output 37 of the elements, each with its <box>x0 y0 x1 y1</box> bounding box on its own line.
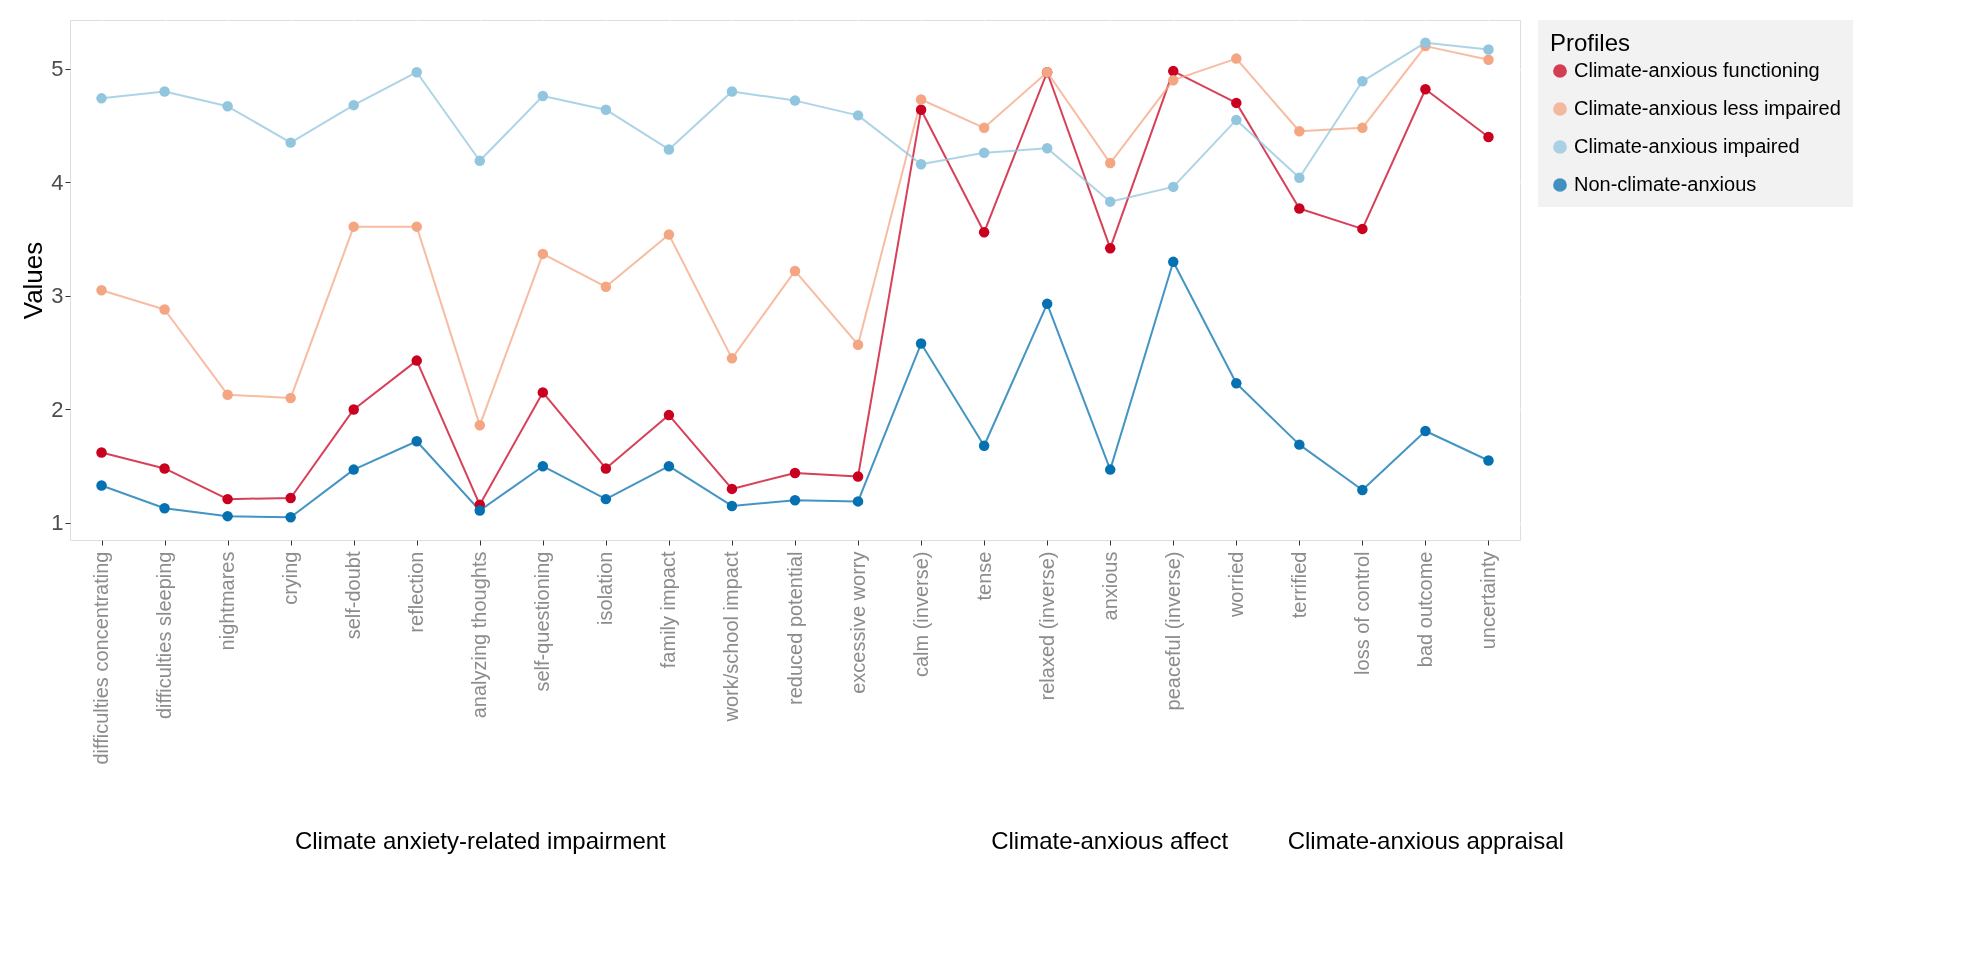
x-tick-label: calm (inverse) <box>909 551 932 678</box>
text: Climate-anxious appraisal <box>1287 827 1564 854</box>
x-tick-label: crying <box>279 551 302 605</box>
x-tick-label: relaxed (inverse) <box>1035 551 1058 701</box>
x-tick-label: analyzing thoughts <box>468 551 491 719</box>
y-tick-label: 5 <box>51 56 64 82</box>
x-tick-label: loss of control <box>1350 551 1373 675</box>
x-tick-label: work/school impact <box>720 551 743 723</box>
x-tick-label: reduced potential <box>783 551 806 705</box>
x-tick-label: uncertainty <box>1476 551 1499 650</box>
y-tick-label: 3 <box>51 283 64 309</box>
x-tick-label: peaceful (inverse) <box>1161 551 1184 711</box>
y-tick-label: 1 <box>51 510 64 536</box>
x-tick-label: isolation <box>594 551 617 625</box>
legend-label: Climate-anxious functioning <box>1574 59 1820 81</box>
x-tick-label: tense <box>972 551 995 601</box>
legend-label: Climate-anxious impaired <box>1574 135 1800 157</box>
text: Climate-anxious affect <box>991 827 1229 854</box>
x-tick-label: bad outcome <box>1413 551 1436 668</box>
x-tick-label: anxious <box>1098 551 1121 621</box>
x-tick-label: terrified <box>1287 551 1310 619</box>
x-tick-label: excessive worry <box>846 551 869 694</box>
x-tick-label: self-doubt <box>342 551 365 640</box>
x-tick-label: worried <box>1224 551 1247 619</box>
legend-label: Climate-anxious less impaired <box>1574 97 1841 119</box>
legend-label: Non-climate-anxious <box>1574 173 1757 195</box>
legend-title: Profiles <box>1550 29 1631 56</box>
y-tick-label: 4 <box>51 169 64 195</box>
x-tick-label: nightmares <box>216 551 239 651</box>
x-tick-label: difficulties sleeping <box>153 551 176 720</box>
x-tick-label: family impact <box>657 551 680 669</box>
text: Climate anxiety-related impairment <box>294 827 667 854</box>
y-axis-title: Values <box>18 241 49 320</box>
y-tick-label: 2 <box>51 396 64 422</box>
x-tick-label: reflection <box>405 551 428 633</box>
x-tick-label: self-questioning <box>531 551 554 692</box>
x-tick-label: difficulties concentrating <box>90 551 113 765</box>
